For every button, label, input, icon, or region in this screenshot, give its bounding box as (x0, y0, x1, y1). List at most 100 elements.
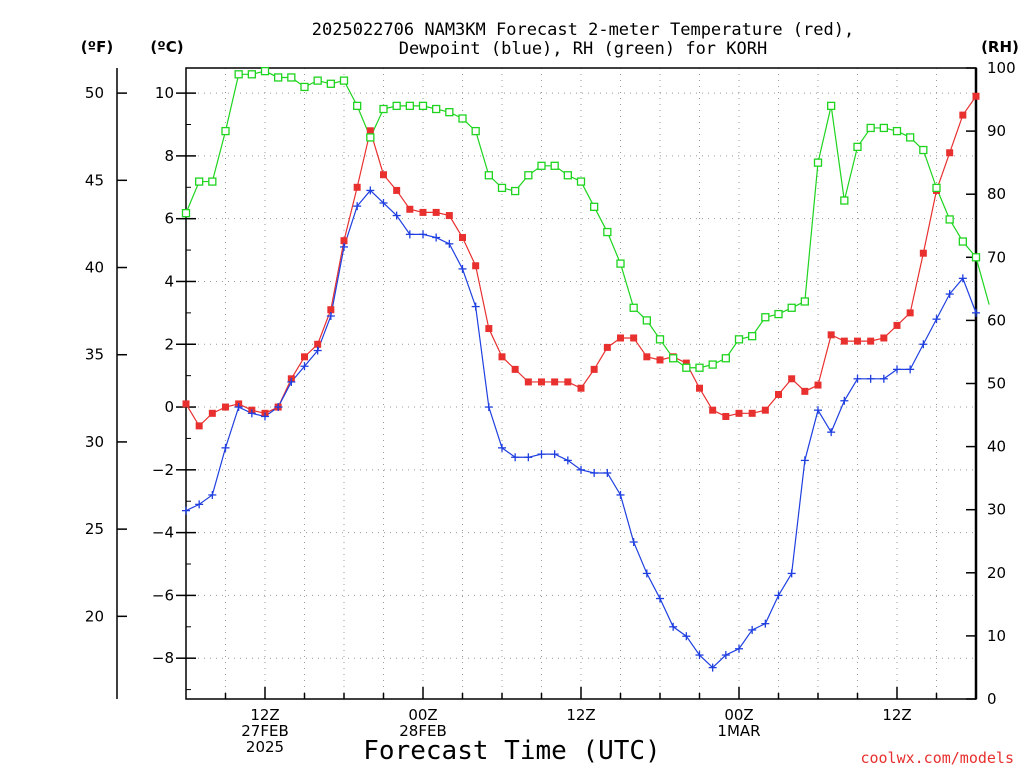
fahrenheit-tick-label: 20 (85, 607, 104, 625)
rh-point (629, 303, 638, 312)
axes: −8−6−4−202468102025303540455001020304050… (85, 59, 1016, 756)
temperature-point (919, 249, 927, 257)
grid (186, 68, 976, 699)
temperature-point (393, 186, 401, 194)
rh-point (563, 171, 572, 180)
rh-unit-label: (RH) (981, 38, 1019, 56)
rh-point (260, 67, 270, 76)
temperature-point (182, 400, 190, 408)
rh-point (642, 316, 651, 325)
dewpoint-point (366, 186, 375, 195)
celsius-tick-label: 6 (164, 210, 174, 228)
dewpoint-point (629, 538, 638, 547)
temperature-point (867, 337, 875, 345)
dewpoint-point (274, 403, 283, 412)
rh-tick-label: 100 (987, 59, 1016, 77)
rh-point (892, 126, 902, 136)
temperature-point (722, 412, 730, 420)
dewpoint-point (919, 340, 928, 349)
temperature-point (485, 325, 493, 333)
dewpoint-point (616, 490, 625, 499)
celsius-tick-label: 8 (164, 147, 174, 165)
rh-tick-label: 50 (987, 375, 1006, 393)
rh-tick-label: 80 (987, 185, 1006, 203)
rh-point (234, 70, 243, 79)
rh-point (195, 177, 204, 186)
dewpoint-point (537, 450, 546, 459)
rh-point (392, 101, 401, 111)
rh-point (879, 123, 888, 133)
rh-point (181, 208, 191, 218)
dewpoint-point (195, 500, 204, 509)
rh-point (550, 161, 559, 170)
fahrenheit-tick-label: 35 (85, 346, 104, 364)
temperature-point (735, 409, 743, 417)
temperature-point (419, 208, 427, 216)
celsius-tick-label: −2 (152, 461, 174, 479)
dewpoint-point (879, 374, 888, 383)
dewpoint-point (379, 198, 388, 207)
celsius-tick-label: 2 (164, 335, 174, 353)
temperature-point (195, 422, 203, 430)
dewpoint-point (182, 506, 190, 515)
rh-point (458, 114, 467, 123)
rh-tick-label: 70 (987, 248, 1006, 266)
dewpoint-point (353, 202, 362, 211)
dewpoint-point (827, 428, 836, 437)
temperature-point (380, 171, 387, 179)
rh-point (945, 215, 954, 224)
x-tick-label: 27FEB (241, 722, 288, 740)
temperature-point (893, 321, 901, 329)
rh-point (247, 70, 256, 79)
plot-frame (185, 67, 977, 700)
rh-tick-label: 10 (987, 627, 1006, 645)
x-tick-label: 12Z (250, 706, 279, 724)
dewpoint-point (853, 374, 862, 383)
temperature-point (840, 337, 848, 345)
dewpoint-point (695, 651, 704, 660)
dewpoint-point (682, 632, 691, 641)
temperature-point (854, 337, 861, 345)
dewpoint-point (669, 622, 678, 631)
temperature-point (696, 384, 703, 392)
rh-point (708, 360, 717, 369)
rh-tick-label: 20 (987, 564, 1006, 582)
rh-point (524, 171, 533, 180)
dewpoint-point (432, 233, 441, 242)
chart-title-line2: Dewpoint (blue), RH (green) for KORH (399, 39, 767, 59)
dewpoint-point (866, 374, 875, 383)
rh-point (576, 177, 586, 186)
rh-point (958, 237, 967, 246)
dewpoint-point (471, 302, 480, 311)
rh-point (537, 161, 546, 170)
temperature-point (801, 387, 809, 395)
dewpoint-point (708, 663, 717, 672)
dewpoint-point (511, 453, 520, 462)
chart-title-line1: 2025022706 NAM3KM Forecast 2-meter Tempe… (312, 20, 854, 40)
temperature-point (353, 183, 361, 191)
credit-text: coolwx.com/models (860, 749, 1014, 767)
fahrenheit-tick-label: 25 (85, 520, 104, 538)
celsius-tick-label: −4 (152, 524, 174, 542)
temperature-point (630, 334, 638, 342)
rh-tick-label: 60 (987, 311, 1006, 329)
temperature-point (577, 384, 585, 392)
dewpoint-point (642, 569, 651, 578)
rh-point (761, 313, 770, 322)
rh-point (221, 126, 230, 136)
x-tick-label: 2025 (246, 738, 284, 756)
rh-tick-label: 0 (987, 690, 997, 708)
temperature-point (208, 409, 216, 417)
rh-point (813, 158, 823, 167)
temperature-point (366, 127, 374, 135)
rh-point (827, 101, 836, 111)
dewpoint-point (761, 619, 770, 628)
celsius-tick-label: −8 (152, 649, 174, 667)
celsius-tick-label: 10 (155, 84, 174, 102)
dewpoint-point (814, 406, 822, 415)
temperature-point (498, 353, 506, 361)
rh-point (313, 76, 322, 85)
rh-point (840, 196, 849, 205)
dewpoint-point (300, 362, 309, 371)
temperature-point (524, 378, 532, 386)
